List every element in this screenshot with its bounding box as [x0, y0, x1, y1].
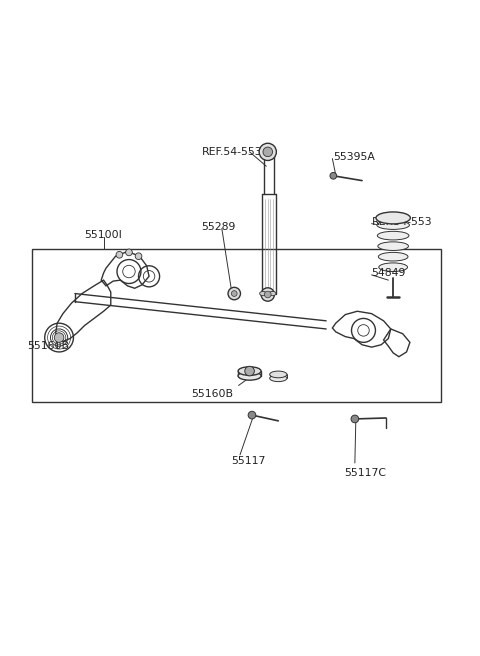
Ellipse shape	[377, 232, 409, 240]
Text: 55117: 55117	[231, 456, 266, 466]
Ellipse shape	[377, 221, 409, 230]
Ellipse shape	[238, 367, 261, 375]
Circle shape	[351, 415, 359, 422]
Circle shape	[248, 411, 256, 419]
Text: 55100I: 55100I	[84, 230, 122, 239]
Text: REF.54-553: REF.54-553	[372, 216, 432, 227]
Text: 54849: 54849	[372, 268, 406, 278]
Circle shape	[261, 288, 275, 301]
Ellipse shape	[238, 371, 261, 380]
Circle shape	[54, 333, 64, 342]
Ellipse shape	[376, 212, 410, 224]
Text: 55160B: 55160B	[27, 341, 69, 351]
Circle shape	[116, 251, 123, 258]
Ellipse shape	[378, 253, 408, 261]
Text: 55117C: 55117C	[344, 468, 386, 478]
Circle shape	[231, 291, 237, 297]
Circle shape	[228, 287, 240, 300]
Circle shape	[245, 366, 254, 376]
Ellipse shape	[379, 263, 408, 272]
Text: REF.54-553: REF.54-553	[202, 147, 263, 157]
Circle shape	[264, 291, 271, 298]
Circle shape	[263, 147, 273, 157]
Ellipse shape	[269, 291, 276, 296]
Text: 55289: 55289	[201, 222, 235, 232]
Ellipse shape	[378, 242, 408, 251]
Circle shape	[135, 253, 142, 260]
Ellipse shape	[270, 371, 287, 378]
Circle shape	[330, 173, 336, 179]
Ellipse shape	[270, 375, 287, 382]
Ellipse shape	[260, 291, 266, 296]
Text: 55395A: 55395A	[333, 152, 375, 161]
Circle shape	[259, 143, 276, 161]
Circle shape	[126, 249, 132, 256]
Text: 55160B: 55160B	[191, 389, 233, 399]
